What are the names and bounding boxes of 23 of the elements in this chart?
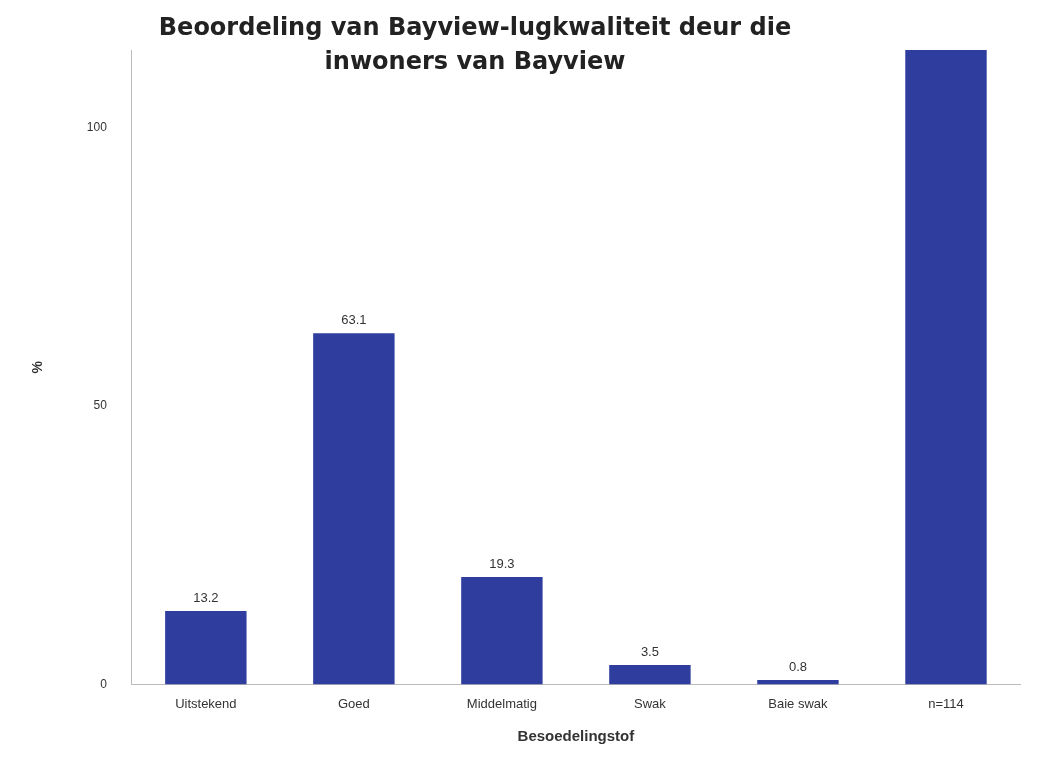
x-tick-label: Swak — [634, 695, 667, 711]
y-tick-label: 50 — [93, 398, 108, 413]
y-tick-label: 100 — [86, 120, 108, 135]
y-axis-title: % — [29, 360, 46, 374]
bar — [461, 577, 543, 685]
data-label: 13.2 — [193, 590, 219, 606]
x-tick-label: n=114 — [928, 695, 964, 711]
bar — [313, 333, 395, 685]
bar — [905, 50, 987, 685]
x-tick-label: Middelmatig — [466, 695, 537, 711]
bar — [757, 679, 839, 685]
y-tick-label: 0 — [100, 676, 108, 691]
chart-title: Beoordeling van Bayview-lugkwaliteit deur die inwoners van Bayview — [157, 12, 793, 77]
x-tick-label: Uitstekend — [175, 695, 237, 711]
data-label: 19.3 — [489, 556, 515, 572]
data-label: 63.1 — [341, 312, 367, 328]
data-label: 0.8 — [788, 659, 807, 675]
x-tick-label: Goed — [337, 695, 370, 711]
data-label: 3.5 — [640, 644, 659, 659]
x-tick-label: Baie swak — [768, 695, 829, 711]
bar — [165, 610, 247, 685]
x-axis-title: Besoedelingstof — [517, 727, 636, 745]
bar — [609, 664, 691, 685]
